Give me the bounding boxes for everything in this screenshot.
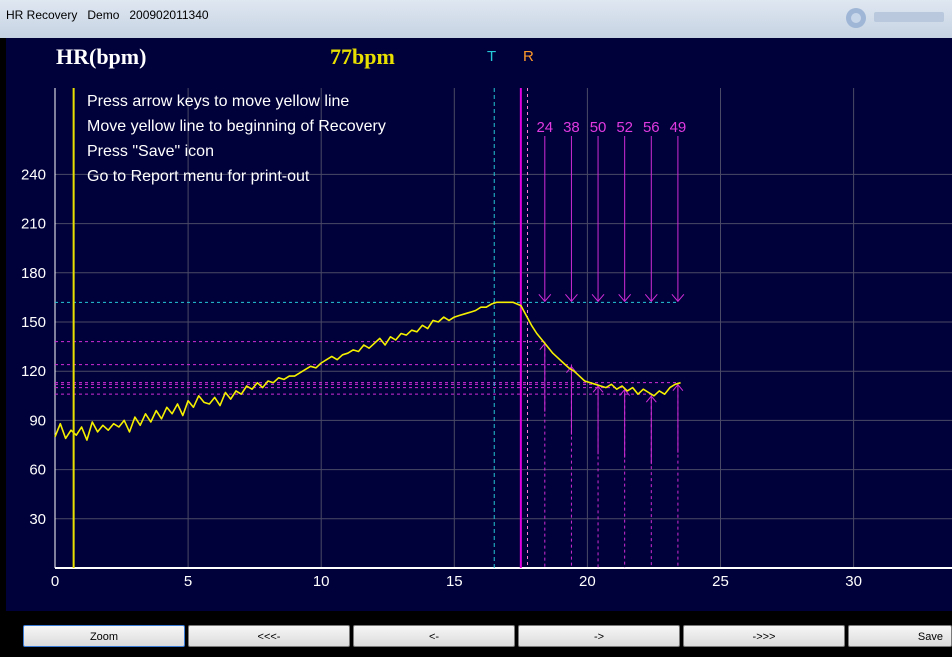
chart-panel: HR(bpm) 77bpm T R 0 5 10 15 20 25 30 30 60 90 120 1… bbox=[6, 38, 952, 611]
y-tick-label: 90 bbox=[29, 412, 46, 429]
t-marker-label: T bbox=[487, 48, 497, 65]
instruction-line-3: Press "Save" icon bbox=[87, 143, 214, 160]
recovery-value-label: 52 bbox=[616, 119, 633, 136]
x-tick-label: 20 bbox=[579, 573, 596, 590]
window-controls-area bbox=[846, 8, 944, 28]
recovery-up-arrow-head bbox=[672, 383, 684, 392]
recovery-value-label: 38 bbox=[563, 119, 580, 136]
recovery-up-arrow-head bbox=[566, 365, 577, 373]
recovery-arrow-head bbox=[644, 293, 658, 303]
recovery-value-label: 24 bbox=[536, 119, 553, 136]
x-tick-label: 5 bbox=[184, 573, 192, 590]
hr-chart[interactable]: 0 5 10 15 20 25 30 30 60 90 120 150 180 210 240 24 38 50 5… bbox=[6, 76, 952, 611]
y-tick-label: 180 bbox=[21, 265, 46, 282]
x-tick-label: 30 bbox=[845, 573, 862, 590]
current-bpm-readout: 77bpm bbox=[330, 44, 395, 69]
recovery-up-arrow-head bbox=[592, 385, 604, 393]
recovery-value-label: 56 bbox=[643, 119, 660, 136]
recovery-up-arrow-head bbox=[645, 395, 657, 403]
y-unit-label: HR(bpm) bbox=[56, 44, 147, 69]
fast-forward-button[interactable]: ->>> bbox=[683, 625, 845, 647]
hr-series-line bbox=[54, 301, 681, 441]
y-tick-label: 60 bbox=[29, 462, 46, 479]
y-tick-label: 120 bbox=[21, 363, 46, 380]
y-tick-label: 30 bbox=[29, 511, 46, 528]
y-tick-label: 210 bbox=[21, 216, 46, 233]
instruction-line-1: Press arrow keys to move yellow line bbox=[87, 93, 349, 110]
instruction-line-4: Go to Report menu for print-out bbox=[87, 168, 310, 185]
save-button[interactable]: Save bbox=[848, 625, 952, 647]
title-bar: HR Recovery Demo 200902011340 bbox=[0, 0, 952, 38]
step-back-button[interactable]: <- bbox=[353, 625, 515, 647]
r-marker-label: R bbox=[523, 48, 534, 65]
recovery-arrow-head bbox=[538, 293, 552, 303]
recovery-up-arrow-head bbox=[619, 388, 631, 396]
recovery-arrow-head bbox=[591, 293, 605, 303]
recovery-value-label: 50 bbox=[590, 119, 607, 136]
button-bar: Zoom <<<- <- -> ->>> Save bbox=[0, 611, 952, 657]
window-title: HR Recovery Demo 200902011340 bbox=[6, 8, 209, 22]
x-tick-label: 0 bbox=[51, 573, 59, 590]
instruction-line-2: Move yellow line to beginning of Recover… bbox=[87, 118, 386, 135]
y-tick-label: 240 bbox=[21, 166, 46, 183]
recovery-arrow-head bbox=[671, 293, 685, 303]
recovery-arrow-head bbox=[618, 293, 632, 303]
x-tick-label: 15 bbox=[446, 573, 463, 590]
step-forward-button[interactable]: -> bbox=[518, 625, 680, 647]
x-tick-label: 10 bbox=[313, 573, 330, 590]
recovery-arrow-head bbox=[565, 293, 578, 303]
fast-back-button[interactable]: <<<- bbox=[188, 625, 350, 647]
y-tick-label: 150 bbox=[21, 314, 46, 331]
zoom-button[interactable]: Zoom bbox=[23, 625, 185, 647]
recovery-value-label: 49 bbox=[670, 119, 687, 136]
x-tick-label: 25 bbox=[712, 573, 729, 590]
